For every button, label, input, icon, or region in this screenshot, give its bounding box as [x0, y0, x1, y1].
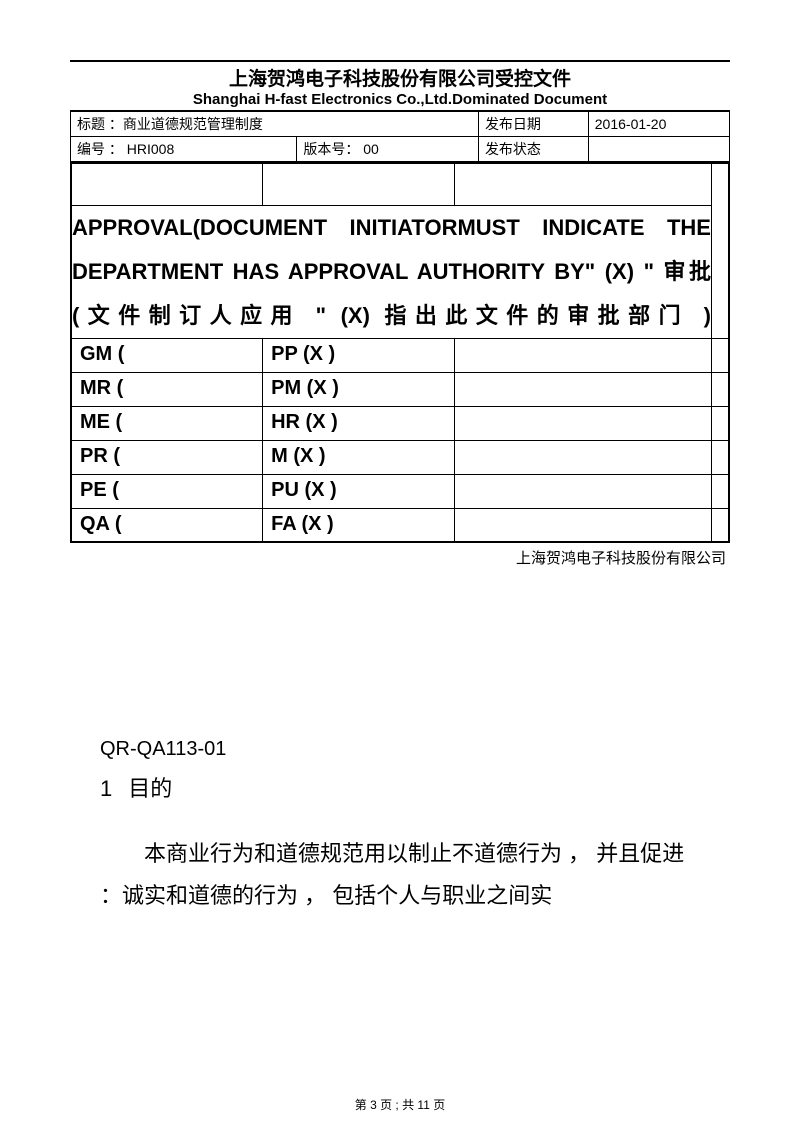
- meta-title: 标题 ：商业道德规范管理制度: [71, 112, 479, 137]
- doc-title-en: Shanghai H-fast Electronics Co.,Ltd.Domi…: [70, 91, 730, 111]
- section-title: 目的: [128, 776, 172, 801]
- meta-status-label: 发布状态: [478, 137, 588, 162]
- meta-date-label: 发布日期: [478, 112, 588, 137]
- dept-cell: PP (X ): [263, 338, 455, 372]
- dept-cell: [711, 440, 729, 474]
- dept-cell: PR (: [71, 440, 263, 474]
- page-footer: 第 3 页 ; 共 11 页: [0, 1096, 800, 1113]
- meta-code: 编号 ： HRI008: [71, 137, 297, 162]
- dept-cell: [454, 440, 711, 474]
- dept-cell: [711, 372, 729, 406]
- dept-cell: [454, 406, 711, 440]
- meta-version: 版本号： 00: [297, 137, 479, 162]
- body-paragraph: 本商业行为和道德规范用以制止不道德行为 ， 并且促进 ：诚实和道德的行为 ， 包…: [100, 833, 700, 917]
- dept-cell: ME (: [71, 406, 263, 440]
- dept-cell: GM (: [71, 338, 263, 372]
- spacer-cell: [71, 163, 263, 205]
- dept-cell: [711, 508, 729, 542]
- dept-cell: FA (X ): [263, 508, 455, 542]
- meta-date-value: 2016-01-20: [588, 112, 729, 137]
- approval-heading: APPROVAL(DOCUMENT INITIATORMUST INDICATE…: [71, 205, 711, 338]
- approval-table: APPROVAL(DOCUMENT INITIATORMUST INDICATE…: [70, 162, 730, 543]
- dept-cell: PM (X ): [263, 372, 455, 406]
- dept-cell: MR (: [71, 372, 263, 406]
- dept-cell: M (X ): [263, 440, 455, 474]
- dept-cell: [711, 474, 729, 508]
- meta-status-value: [588, 137, 729, 162]
- doc-title-cn: 上海贺鸿电子科技股份有限公司受控文件: [70, 60, 730, 91]
- header-meta-table: 标题 ：商业道德规范管理制度 发布日期 2016-01-20 编号 ： HRI0…: [70, 111, 730, 162]
- dept-cell: PU (X ): [263, 474, 455, 508]
- dept-cell: QA (: [71, 508, 263, 542]
- qr-code: QR-QA113-01: [100, 738, 700, 761]
- dept-cell: [454, 338, 711, 372]
- dept-cell: [454, 372, 711, 406]
- dept-cell: [711, 406, 729, 440]
- company-name: 上海贺鸿电子科技股份有限公司: [70, 547, 730, 568]
- spacer-cell: [263, 163, 455, 205]
- dept-cell: [454, 508, 711, 542]
- spacer-cell: [454, 163, 711, 205]
- dept-cell: HR (X ): [263, 406, 455, 440]
- section-heading: 1 目的: [100, 771, 700, 803]
- dept-cell: PE (: [71, 474, 263, 508]
- dept-cell: [711, 338, 729, 372]
- dept-cell: [454, 474, 711, 508]
- section-number: 1: [100, 776, 112, 801]
